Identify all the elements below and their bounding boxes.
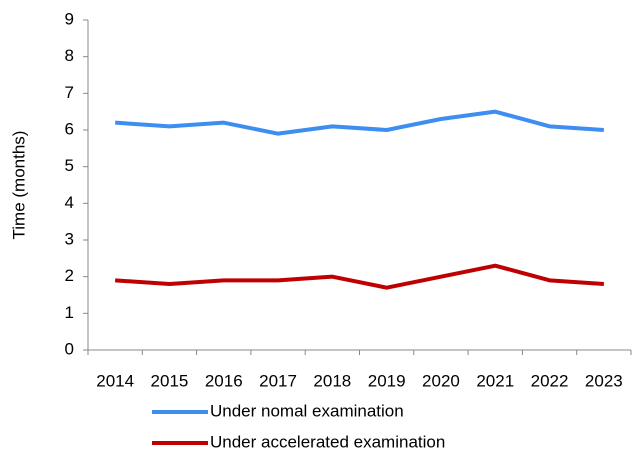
x-tick-label: 2017 bbox=[259, 371, 297, 390]
y-tick-label: 6 bbox=[65, 119, 74, 138]
y-axis-label: Time (months) bbox=[9, 131, 28, 240]
legend-label: Under accelerated examination bbox=[210, 432, 445, 451]
y-tick-label: 5 bbox=[65, 156, 74, 175]
y-tick-label: 4 bbox=[65, 193, 74, 212]
y-tick-label: 8 bbox=[65, 46, 74, 65]
x-tick-label: 2016 bbox=[205, 371, 243, 390]
y-tick-label: 3 bbox=[65, 229, 74, 248]
y-tick-label: 9 bbox=[65, 9, 74, 28]
legend-label: Under nomal examination bbox=[210, 401, 404, 420]
x-tick-label: 2020 bbox=[422, 371, 460, 390]
y-tick-label: 7 bbox=[65, 83, 74, 102]
x-tick-label: 2014 bbox=[96, 371, 134, 390]
x-tick-label: 2021 bbox=[476, 371, 514, 390]
y-tick-label: 2 bbox=[65, 266, 74, 285]
x-tick-label: 2018 bbox=[313, 371, 351, 390]
x-tick-label: 2022 bbox=[531, 371, 569, 390]
series-line bbox=[115, 263, 604, 290]
y-tick-label: 0 bbox=[65, 339, 74, 358]
y-tick-label: 1 bbox=[65, 303, 74, 322]
x-tick-label: 2023 bbox=[585, 371, 623, 390]
x-tick-label: 2015 bbox=[151, 371, 189, 390]
series-line bbox=[115, 109, 604, 136]
x-tick-label: 2019 bbox=[368, 371, 406, 390]
